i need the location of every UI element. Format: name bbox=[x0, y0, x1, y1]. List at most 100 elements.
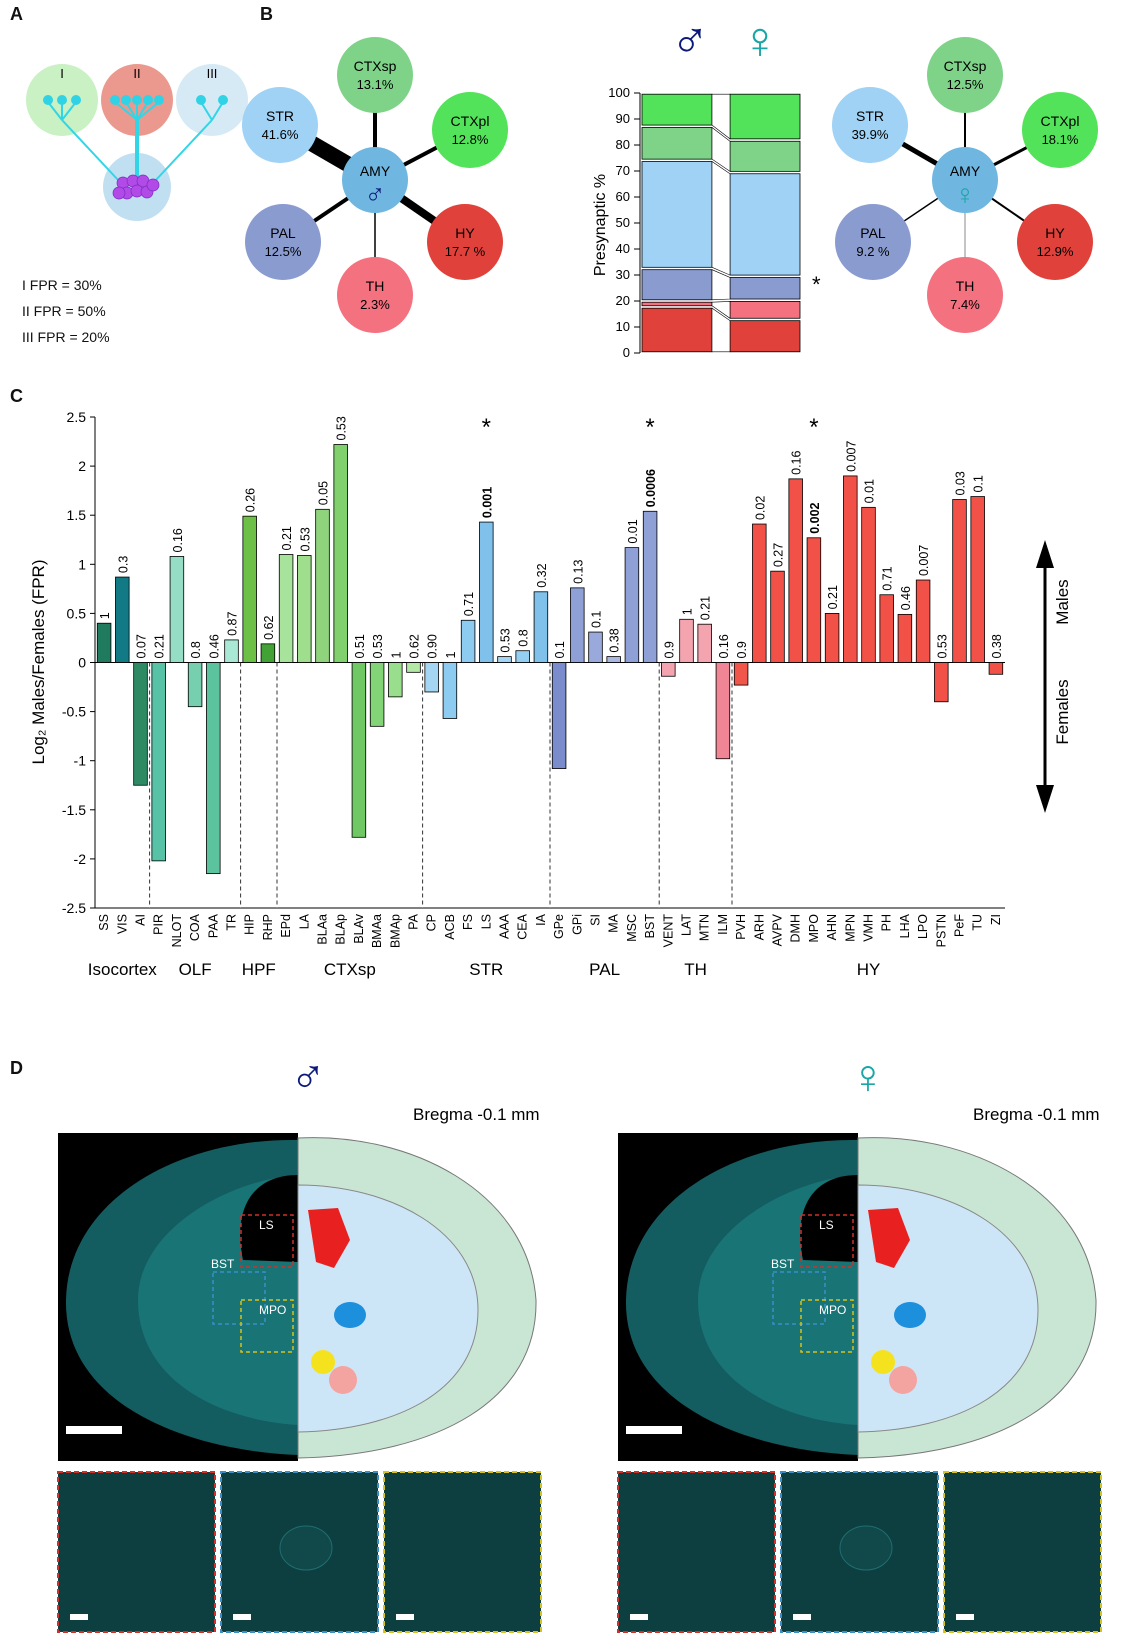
bar-PVH bbox=[733, 662, 749, 686]
projection-line bbox=[154, 119, 213, 182]
bar-AAA bbox=[497, 656, 512, 663]
male-ventricle bbox=[240, 1175, 298, 1262]
female-node-HY bbox=[1017, 204, 1093, 280]
neuron-axon bbox=[200, 101, 213, 121]
bar-PAA bbox=[206, 662, 221, 875]
pvalue-PeF: 0.03 bbox=[954, 471, 968, 495]
presynaptic-neuron bbox=[143, 95, 153, 105]
pvalue-GPi: 0.13 bbox=[571, 559, 585, 583]
male-bregma-title: Bregma -0.1 mm bbox=[413, 1105, 540, 1124]
female-roi-label-LS: LS bbox=[819, 1218, 834, 1232]
male-node-label-PAL: PAL bbox=[270, 225, 296, 241]
panel-a-label: A bbox=[10, 4, 23, 24]
male-node-PAL bbox=[245, 204, 321, 280]
pvalue-IA: 0.32 bbox=[535, 563, 549, 587]
bar-VIS bbox=[115, 576, 130, 663]
male-node-CTXpl bbox=[432, 92, 508, 168]
bar-RHP bbox=[260, 643, 276, 663]
male-roi-label-LS: LS bbox=[259, 1218, 274, 1232]
panel-d-label: D bbox=[10, 1058, 23, 1078]
female-inset-1 bbox=[617, 1471, 776, 1633]
bar-MPN bbox=[843, 475, 858, 663]
stack-tick-label: 20 bbox=[616, 293, 630, 308]
pvalue-PSTN: 0.53 bbox=[935, 634, 949, 658]
panel-b-label: B bbox=[260, 4, 273, 24]
group-label-CTXsp: CTXsp bbox=[324, 960, 376, 979]
bar-ILM bbox=[715, 662, 731, 760]
stack-link-CTXpl bbox=[711, 93, 731, 140]
group-label-HY: HY bbox=[857, 960, 881, 979]
group-circle-3 bbox=[176, 64, 248, 136]
bar-TU bbox=[970, 496, 985, 663]
bar-GPe bbox=[551, 662, 567, 769]
female-node-label-PAL: PAL bbox=[860, 225, 886, 241]
category-label-COA: COA bbox=[188, 913, 202, 941]
fpr-line-2: II FPR = 50% bbox=[22, 303, 106, 319]
stack-tick-label: 30 bbox=[616, 267, 630, 282]
pvalue-COA: 0.8 bbox=[189, 641, 203, 658]
female-node-label-CTXsp: CTXsp bbox=[944, 58, 987, 74]
pvalue-RHP: 0.62 bbox=[262, 615, 276, 639]
male-node-TH bbox=[337, 257, 413, 333]
category-label-CP: CP bbox=[425, 914, 439, 931]
male-symbol-icon: ♂ bbox=[671, 12, 710, 70]
pvalue-LHA: 0.46 bbox=[899, 586, 913, 610]
fpr-legend: I FPR = 30% II FPR = 50% III FPR = 20% bbox=[22, 272, 110, 350]
female-node-CTXsp bbox=[927, 37, 1003, 113]
starter-cell bbox=[112, 186, 126, 200]
y-tick-label: 0.5 bbox=[67, 605, 87, 621]
stack-seg-male-CTXpl bbox=[641, 93, 713, 126]
pvalue-ZI: 0.38 bbox=[990, 634, 1004, 658]
category-label-MSC: MSC bbox=[625, 914, 639, 942]
bar-ZI bbox=[988, 662, 1004, 675]
male-node-pct-CTXpl: 12.8% bbox=[452, 132, 489, 147]
bar-PH bbox=[879, 594, 894, 663]
female-atlas-MPO bbox=[871, 1350, 895, 1374]
male-roi-label-BST: BST bbox=[211, 1257, 235, 1271]
pvalue-TU: 0.1 bbox=[972, 475, 986, 492]
category-label-PA: PA bbox=[407, 913, 421, 929]
bar-IA bbox=[533, 591, 549, 663]
pvalue-LS: 0.001 bbox=[480, 487, 494, 518]
y-tick-label: -0.5 bbox=[62, 704, 86, 720]
bar-AI bbox=[133, 662, 148, 786]
stack-tick-label: 70 bbox=[616, 163, 630, 178]
bar-BLAp bbox=[333, 444, 348, 663]
pvalue-LA: 0.53 bbox=[298, 527, 312, 551]
category-label-ACB: ACB bbox=[443, 914, 457, 940]
pvalue-CP: 0.90 bbox=[426, 634, 440, 658]
male-inset-scale-bar-2 bbox=[233, 1614, 251, 1620]
panel-c-bar-chart: 2.5 2 1.5 1 0.5 0 -0.5 -1 -1.5 -2 -2.5 Log₂ Males/F… bbox=[29, 409, 1072, 979]
neuron-axon bbox=[47, 101, 63, 121]
y-tick-label: -1.5 bbox=[62, 802, 86, 818]
category-label-LA: LA bbox=[297, 913, 311, 929]
male-roi-box-LS bbox=[240, 1214, 294, 1268]
pvalue-BMAa: 0.53 bbox=[371, 634, 385, 658]
stack-seg-male-CTXsp bbox=[641, 127, 713, 160]
category-label-VIS: VIS bbox=[115, 914, 129, 934]
male-inset-3 bbox=[383, 1471, 542, 1633]
female-center-symbol: ♀ bbox=[955, 179, 976, 210]
bar-MA bbox=[606, 656, 621, 663]
male-atlas-hy bbox=[329, 1366, 357, 1394]
category-label-PH: PH bbox=[880, 914, 894, 931]
female-atlas-BST bbox=[894, 1302, 926, 1328]
panel-d-histology: ♂ Bregma -0.1 mm LS BST MPO ♀ Bregma -0.1 mm LS… bbox=[57, 1051, 1102, 1633]
category-label-VMH: VMH bbox=[862, 914, 876, 942]
female-symbol-icon: ♀ bbox=[741, 12, 780, 70]
female-ventricle bbox=[800, 1175, 858, 1262]
bar-PIR bbox=[151, 662, 166, 862]
pvalue-ARH: 0.02 bbox=[753, 496, 767, 520]
stack-link-TH bbox=[711, 301, 731, 319]
panel-a-diagram: I II III bbox=[26, 64, 248, 221]
pvalue-BLAa: 0.05 bbox=[317, 481, 331, 505]
category-label-NLOT: NLOT bbox=[170, 914, 184, 948]
category-label-MTN: MTN bbox=[698, 914, 712, 941]
category-label-BLAp: BLAp bbox=[334, 914, 348, 945]
male-center-node bbox=[342, 147, 408, 213]
group-label-3: III bbox=[207, 66, 218, 81]
bar-COA bbox=[187, 662, 203, 708]
fpr-line-1: I FPR = 30% bbox=[22, 277, 102, 293]
neuron-axon bbox=[211, 101, 224, 121]
pvalue-AAA: 0.53 bbox=[499, 628, 513, 652]
